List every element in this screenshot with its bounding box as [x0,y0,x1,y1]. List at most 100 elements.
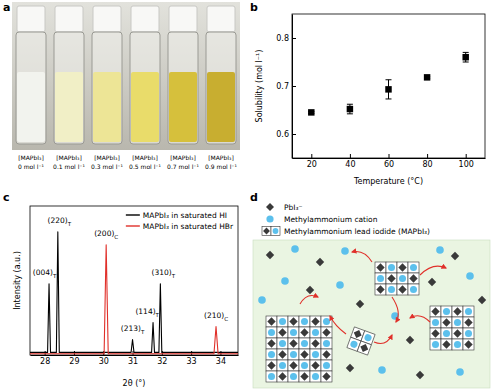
x-tick-mark [427,154,428,158]
plot-frame [292,14,485,158]
ma-cation [266,215,273,222]
crystal-cell [266,371,277,382]
ma-cation [279,318,286,325]
x-tick-mark [45,351,46,355]
panel-label: d [250,191,258,204]
ma-cation [443,308,450,315]
vial-liquid [55,72,83,142]
ma-cation [312,329,319,336]
solution-box [253,240,490,388]
x-tick-label: 60 [384,160,394,169]
vial-liquid [169,72,197,142]
x-tick-label: 31 [128,357,138,366]
peak-label-subscript: T [52,273,57,279]
crystal-cell [452,306,463,317]
ma-cation [410,264,417,271]
peak-label-text: (310) [152,268,172,277]
peak-label-text: (213) [121,324,141,333]
point [424,74,430,80]
legend-item: MAPbI₃ in saturated HBr [126,222,234,231]
error-bar-cap [386,98,392,99]
crystal-cell [452,328,463,339]
vial-glass [92,32,122,144]
crystal-cell [288,349,299,360]
vial-glass [206,32,236,144]
vial-glass [168,32,198,144]
vial-concentration: 0.9 mol l⁻¹ [205,163,237,170]
crystal-cell [288,316,299,327]
ma-cation [399,275,406,282]
crystal-cell [463,339,474,350]
vial-label: [MAPbI₃] [94,154,120,161]
y-axis: 0.60.70.8 [276,15,296,159]
point [347,106,353,112]
ma-cation [432,319,439,326]
peak-label-text: (220) [48,216,68,225]
ma-cation [312,351,319,358]
pbi3-diamond [263,228,270,235]
vial-concentration: 0.3 mol l⁻¹ [91,163,123,170]
vial: [MAPbI₃] 0.9 mol l⁻¹ [205,6,237,170]
legend-item: MAPbI₃ in saturated HI [126,211,227,220]
crystal-cell [321,349,332,360]
x-tick: 40 [345,154,355,169]
vial-cap [93,6,121,32]
crystal-cell [375,273,386,284]
peak-label: (213)T [121,324,145,335]
crystal-cell [430,317,441,328]
ma-cation [290,373,297,380]
pbi3-diamond [431,307,439,315]
pbi3-diamond [352,329,363,340]
ma-cation [281,277,289,285]
crystal-cell [321,338,332,349]
x-tick-mark [74,351,75,355]
ma-cation [388,286,395,293]
crystal-cell [397,262,408,273]
ma-cation [341,247,349,255]
crystal-cell [386,284,397,295]
x-tick-label: 100 [459,160,474,169]
crystal-cell [310,349,321,360]
x-tick-mark [220,351,221,355]
x-tick-mark [466,154,467,158]
x-tick-label: 30 [99,357,109,366]
crystal-cell [321,327,332,338]
pbi3-diamond [406,336,414,344]
panel-label: a [3,1,10,14]
pbi3-diamond [453,329,461,337]
pbi3-diamond [266,203,274,211]
vial-cap [207,6,235,32]
crystal-cell [375,284,386,295]
crystal-cell [262,227,271,236]
legend-label: MAPbI₃ in saturated HI [143,211,227,220]
pbi3-diamond [278,350,286,358]
crystal-cell [277,349,288,360]
pbi3-diamond [278,372,286,380]
pbi3-diamond [322,328,330,336]
chart: 204060801000.60.70.8Temperature (°C)Solu… [255,14,486,186]
peak-label-subscript: T [155,312,160,318]
y-axis-title: Intensity (a.u.) [13,251,22,310]
ma-cation [454,341,461,348]
ma-cation [301,340,308,347]
crystal-cell [357,341,371,355]
legend-swatch [126,225,140,226]
crystal [430,306,474,350]
y-tick: 0.6 [276,130,296,139]
x-tick-label: 40 [345,160,355,169]
peak-label: (004)T [33,268,57,279]
crystal-cell [266,349,277,360]
vial-glass [16,32,46,144]
x-tick-label: 33 [187,357,197,366]
pbi3-diamond [266,251,274,259]
vial-label: [MAPbI₃] [208,154,234,161]
crystal-cell [321,371,332,382]
x-tick-mark [311,154,312,158]
crystal-cell [277,316,288,327]
pbi3-diamond [300,372,308,380]
pbi3-diamond [464,318,472,326]
crystal-cell [386,273,397,284]
peak-label-text: (004) [33,268,53,277]
vial-cap [169,6,197,32]
ma-cation [290,329,297,336]
